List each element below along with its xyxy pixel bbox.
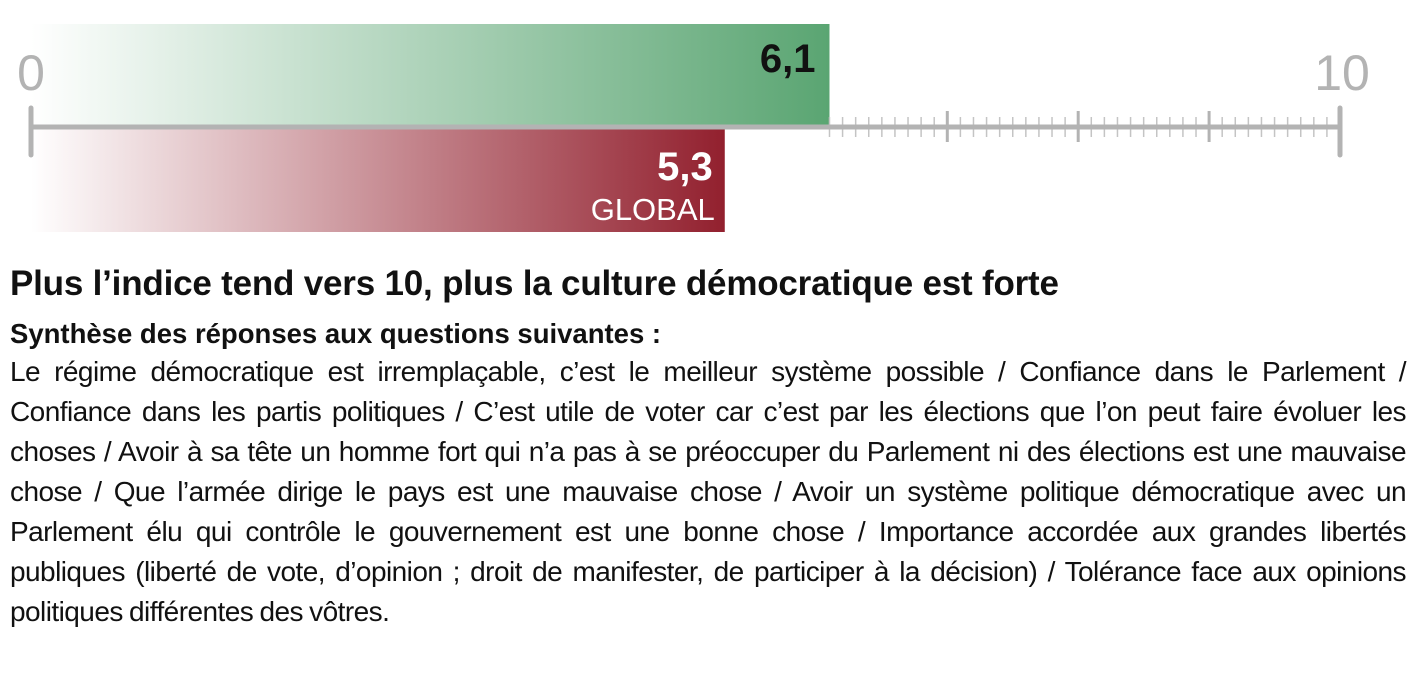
chart-caption: Plus l’indice tend vers 10, plus la cult… [10,258,1407,632]
bar-global-value [31,129,725,232]
index-bar-chart: 0 10 6,1 5,3 GLOBAL [17,24,1370,232]
global-bar-sublabel: GLOBAL [591,192,715,227]
axis-tick-label-min: 0 [17,45,45,101]
axis-tick-label-max: 10 [1314,45,1370,101]
global-value-label: 5,3 [657,145,713,189]
bar-value-label: 6,1 [760,37,816,81]
caption-body: Le régime démocratique est irremplaçable… [10,356,1407,627]
caption-subtitle: Synthèse des réponses aux questions suiv… [10,318,662,349]
bar-index-value [31,24,830,125]
chart-title: Plus l’indice tend vers 10, plus la cult… [10,264,1059,303]
